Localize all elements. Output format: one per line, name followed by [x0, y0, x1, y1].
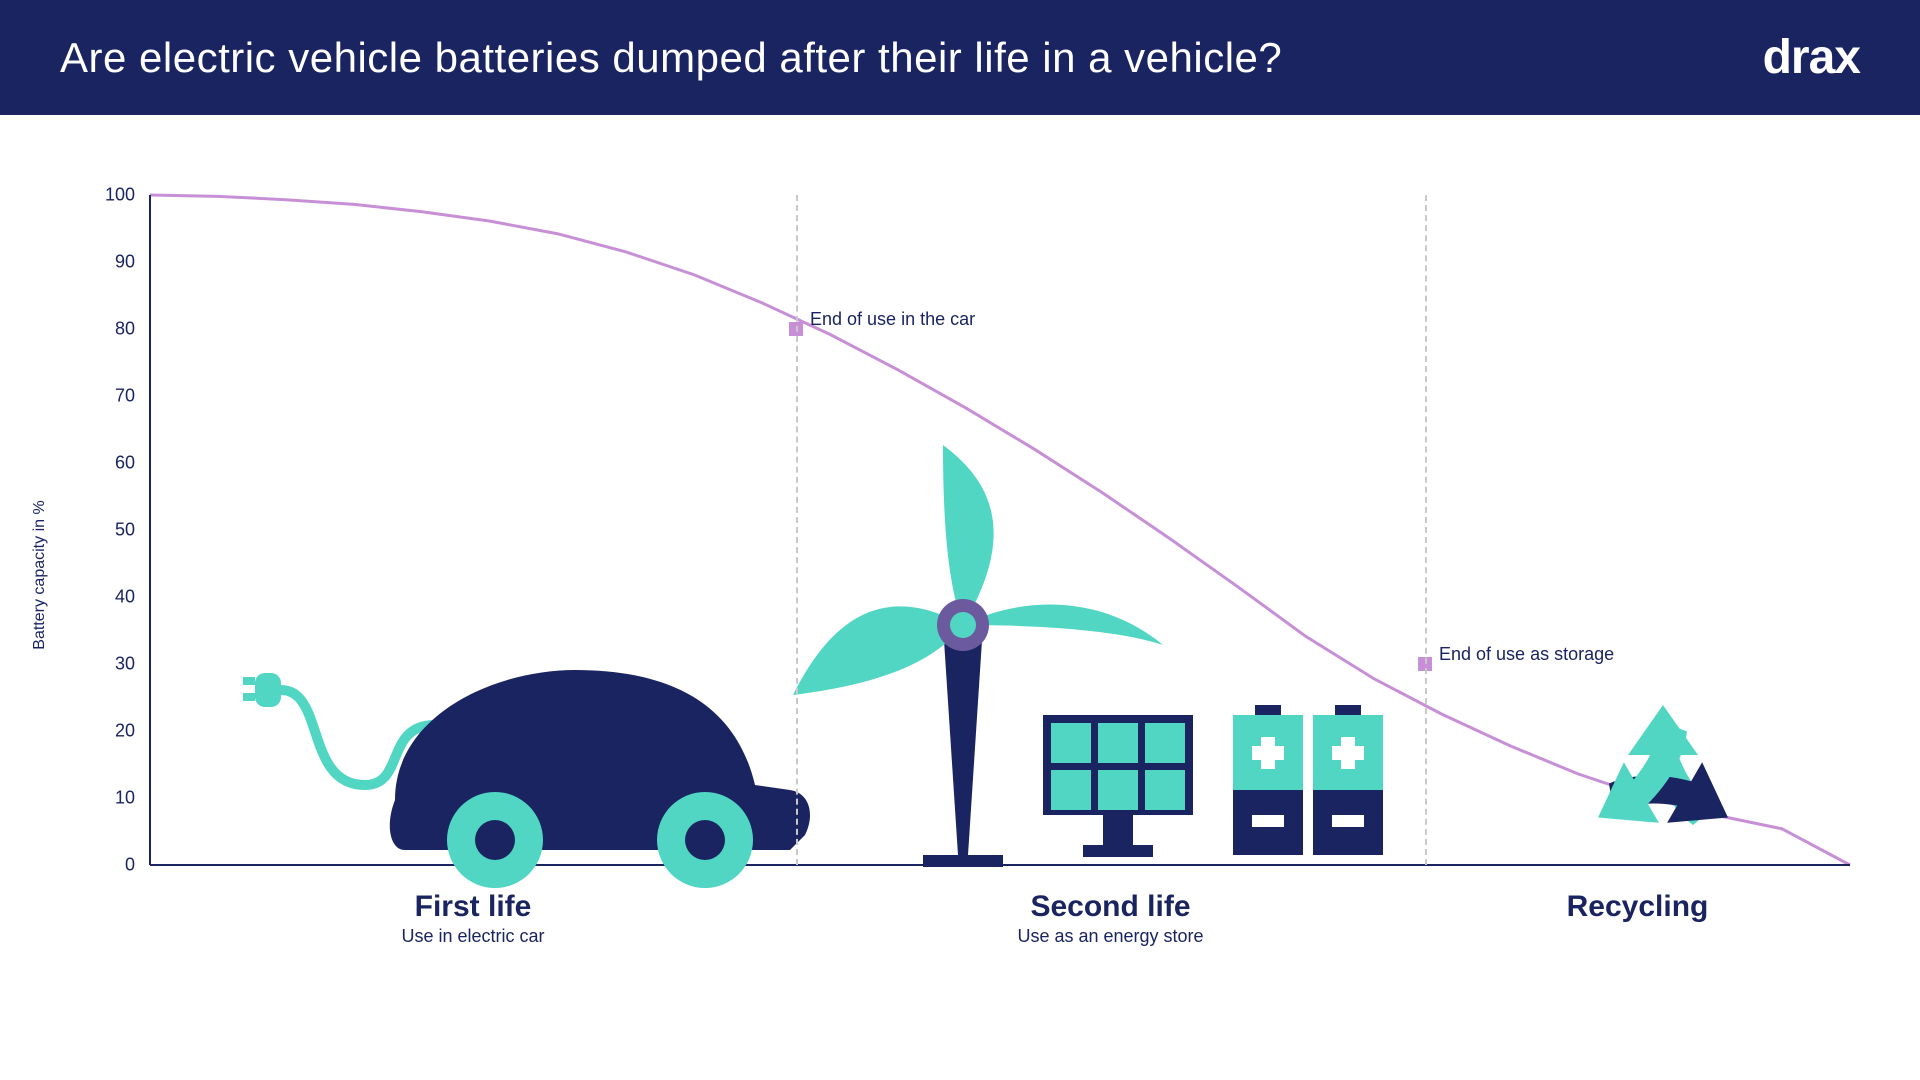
y-tick-label: 50: [95, 520, 135, 541]
second-life-icons: [793, 445, 1383, 867]
ev-car-icon: [243, 670, 810, 888]
y-tick-label: 80: [95, 319, 135, 340]
phase-title: Second life: [1017, 890, 1203, 924]
phase-title: Recycling: [1567, 890, 1709, 924]
drax-logo: drax: [1763, 30, 1860, 85]
y-axis-label: Battery capacity in %: [31, 500, 49, 649]
y-tick-label: 20: [95, 721, 135, 742]
chart-container: Battery capacity in % 010203040506070809…: [60, 165, 1860, 985]
marker-label: End of use as storage: [1439, 644, 1614, 665]
solar-panel-icon: [1043, 715, 1193, 857]
y-tick-label: 10: [95, 788, 135, 809]
phase-title: First life: [401, 890, 544, 924]
phase-divider: [796, 195, 798, 865]
phase-subtitle: Use as an energy store: [1017, 926, 1203, 947]
phase-subtitle: Use in electric car: [401, 926, 544, 947]
phase-label: Recycling: [1567, 890, 1709, 924]
page-title: Are electric vehicle batteries dumped af…: [60, 34, 1282, 82]
y-tick-label: 70: [95, 386, 135, 407]
y-tick-label: 0: [95, 855, 135, 876]
y-tick-label: 100: [95, 185, 135, 206]
phase-label: First lifeUse in electric car: [401, 890, 544, 947]
y-tick-label: 40: [95, 587, 135, 608]
phase-divider: [1425, 195, 1427, 865]
y-tick-label: 90: [95, 252, 135, 273]
marker-label: End of use in the car: [810, 309, 975, 330]
y-tick-label: 30: [95, 654, 135, 675]
phase-label: Second lifeUse as an energy store: [1017, 890, 1203, 947]
batteries-icon: [1233, 705, 1383, 855]
header-bar: Are electric vehicle batteries dumped af…: [0, 0, 1920, 115]
recycle-icon: [1571, 705, 1746, 865]
y-tick-label: 60: [95, 453, 135, 474]
chart-svg: [60, 165, 1860, 985]
